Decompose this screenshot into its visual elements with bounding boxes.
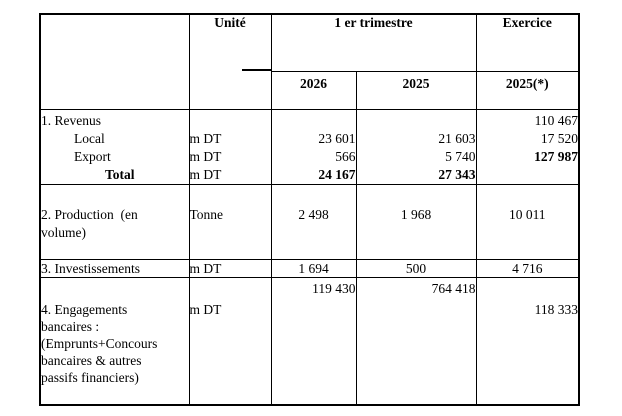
investissements-unit: m DT	[189, 260, 222, 276]
production-q1-2026-cell: 2 498	[270, 183, 357, 260]
revenus-q1-2026-cell: 23 601 566 24 167	[270, 108, 357, 185]
production-unit-cell: Tonne	[188, 183, 272, 260]
investissements-exercice: 4 716	[512, 260, 543, 276]
header-year-2026-cell: 2026	[270, 70, 357, 110]
engagements-exercice: 118 333	[534, 301, 578, 317]
row-investissements: 3. Investissements m DT 1 694 500 4 716	[39, 258, 580, 278]
production-exercice-cell: 10 011	[475, 183, 580, 260]
header-row-groups: Unité 1 er trimestre Exercice	[39, 13, 580, 110]
header-trimester-group-cell: 1 er trimestre	[270, 13, 477, 72]
revenus-exercice-value-3: 127 987	[534, 148, 578, 164]
revenus-local-unit: m DT	[189, 130, 222, 146]
revenus-title: 1. Revenus	[41, 112, 101, 128]
investissements-label-cell: 3. Investissements	[39, 258, 190, 278]
investissements-unit-cell: m DT	[188, 258, 272, 278]
header-empty-cell	[39, 13, 190, 110]
revenus-exercice-value-1: 110 467	[534, 112, 578, 128]
revenus-label-cell: 1. Revenus Local Export Total	[39, 108, 190, 185]
revenus-local-q1-2025: 21 603	[438, 130, 476, 146]
header-separator-stub-line	[242, 69, 271, 71]
production-label: 2. Production (en volume)	[41, 206, 138, 240]
revenus-export-label: Export	[74, 148, 111, 164]
revenus-local-label: Local	[74, 130, 105, 146]
blank-line	[190, 112, 270, 130]
engagements-q1-2025-cell: 764 418	[355, 276, 477, 406]
engagements-label: 4. Engagements bancaires : (Emprunts+Con…	[41, 301, 158, 385]
revenus-exercice-value-2: 17 520	[540, 130, 578, 146]
production-q1-2026: 2 498	[298, 206, 329, 222]
revenus-total-q1-2025: 27 343	[438, 166, 476, 182]
blank-line	[357, 112, 475, 130]
revenus-unit-cell: m DT m DT m DT	[188, 108, 272, 185]
revenus-export-unit: m DT	[189, 148, 222, 164]
investissements-q1-2025-cell: 500	[355, 258, 477, 278]
header-exercice-2025-cell: 2025(*)	[475, 70, 580, 110]
engagements-q1-2025: 764 418	[431, 280, 476, 296]
engagements-unit-cell: m DT	[188, 276, 272, 406]
engagements-q1-2026-cell: 119 430	[270, 276, 357, 406]
financial-indicators-table: Unité 1 er trimestre Exercice 2026 2025 …	[39, 13, 580, 406]
production-label-cell: 2. Production (en volume)	[39, 183, 190, 260]
header-year-2025-cell: 2025	[355, 70, 477, 110]
row-revenus: 1. Revenus Local Export Total m DT m DT …	[39, 108, 580, 185]
revenus-export-q1-2026: 566	[335, 148, 356, 164]
production-q1-2025: 1 968	[400, 206, 432, 222]
investissements-q1-2026-cell: 1 694	[270, 258, 357, 278]
engagements-q1-2026: 119 430	[312, 280, 356, 296]
row-engagements: 4. Engagements bancaires : (Emprunts+Con…	[39, 276, 580, 406]
engagements-label-cell: 4. Engagements bancaires : (Emprunts+Con…	[39, 276, 190, 406]
revenus-total-q1-2026: 24 167	[318, 166, 356, 182]
investissements-exercice-cell: 4 716	[475, 258, 580, 278]
investissements-q1-2025: 500	[405, 260, 427, 276]
engagements-unit: m DT	[189, 301, 222, 317]
production-unit: Tonne	[189, 206, 224, 222]
investissements-label: 3. Investissements	[41, 260, 140, 276]
investissements-q1-2026: 1 694	[298, 260, 329, 276]
blank-line	[272, 112, 355, 130]
row-production: 2. Production (en volume) Tonne 2 498 1 …	[39, 183, 580, 260]
revenus-exercice-cell: 110 467 17 520 127 987	[475, 108, 580, 185]
header-row-years: 2026 2025 2025(*)	[40, 70, 580, 110]
production-q1-2025-cell: 1 968	[355, 183, 477, 260]
header-exercice-group-cell: Exercice	[475, 13, 580, 72]
blank-line	[477, 166, 578, 184]
engagements-exercice-cell: 118 333	[475, 276, 580, 406]
revenus-local-q1-2026: 23 601	[318, 130, 356, 146]
header-unit-cell: Unité	[188, 13, 272, 110]
production-exercice: 10 011	[508, 206, 546, 222]
revenus-total-unit: m DT	[189, 166, 222, 182]
revenus-total-label: Total	[105, 166, 135, 182]
revenus-export-q1-2025: 5 740	[445, 148, 476, 164]
revenus-q1-2025-cell: 21 603 5 740 27 343	[355, 108, 477, 185]
